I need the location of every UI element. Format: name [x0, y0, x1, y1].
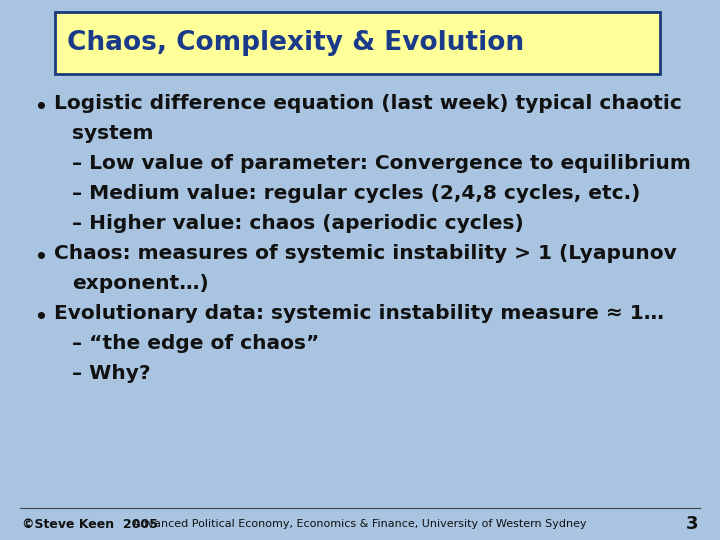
Text: Chaos, Complexity & Evolution: Chaos, Complexity & Evolution — [67, 30, 524, 56]
Text: Advanced Political Economy, Economics & Finance, University of Western Sydney: Advanced Political Economy, Economics & … — [133, 519, 587, 529]
Text: Evolutionary data: systemic instability measure ≈ 1…: Evolutionary data: systemic instability … — [54, 304, 664, 323]
Text: – Medium value: regular cycles (2,4,8 cycles, etc.): – Medium value: regular cycles (2,4,8 cy… — [72, 184, 640, 203]
Text: Chaos: measures of systemic instability > 1 (Lyapunov: Chaos: measures of systemic instability … — [54, 244, 677, 263]
Text: – Why?: – Why? — [72, 364, 150, 383]
Text: 3: 3 — [685, 515, 698, 533]
FancyBboxPatch shape — [55, 12, 660, 74]
Text: •: • — [34, 98, 47, 117]
Text: – Higher value: chaos (aperiodic cycles): – Higher value: chaos (aperiodic cycles) — [72, 214, 523, 233]
Text: exponent…): exponent…) — [72, 274, 209, 293]
Text: – Low value of parameter: Convergence to equilibrium: – Low value of parameter: Convergence to… — [72, 154, 691, 173]
Text: ©Steve Keen  2005: ©Steve Keen 2005 — [22, 517, 158, 530]
Text: – “the edge of chaos”: – “the edge of chaos” — [72, 334, 320, 353]
Text: •: • — [34, 308, 47, 327]
Text: Logistic difference equation (last week) typical chaotic: Logistic difference equation (last week)… — [54, 94, 682, 113]
Text: •: • — [34, 248, 47, 267]
Text: system: system — [72, 124, 153, 143]
